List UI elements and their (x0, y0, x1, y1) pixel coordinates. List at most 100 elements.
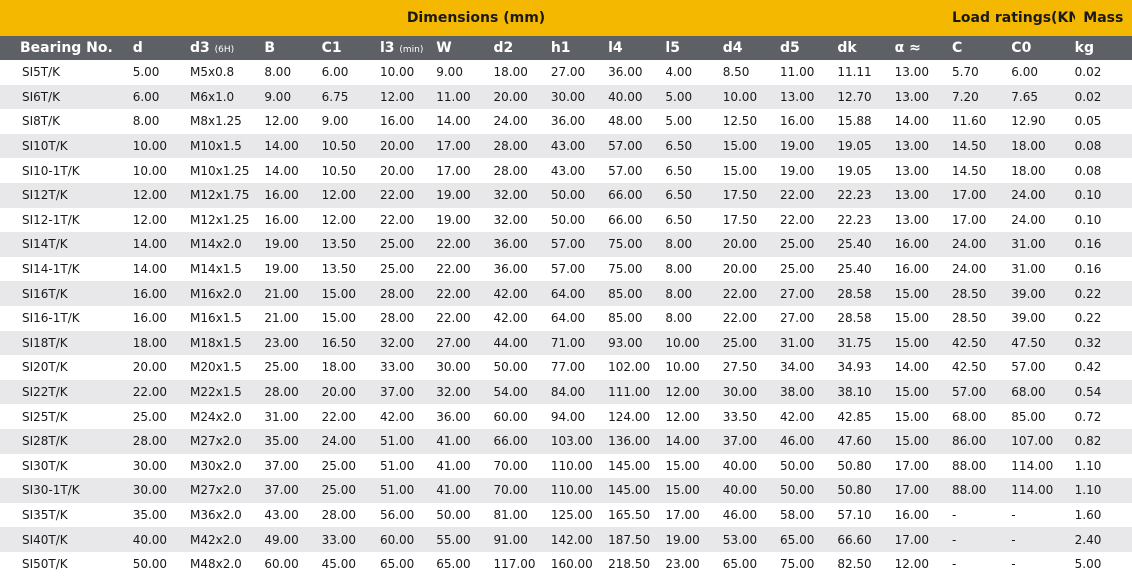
table-cell: 0.22 (1074, 281, 1132, 306)
column-header: l3 (min) (379, 36, 437, 60)
table-cell: 19.00 (436, 207, 494, 233)
table-cell: 6.50 (665, 207, 723, 233)
table-cell: 22.00 (321, 404, 380, 429)
table-cell: 75.00 (608, 232, 666, 257)
bearing-number-cell: SI12-1T/K (0, 207, 133, 233)
table-cell: 0.10 (1074, 182, 1132, 208)
table-cell: 12.00 (132, 182, 190, 208)
table-cell: 48.00 (608, 109, 666, 134)
table-cell: 50.00 (436, 502, 494, 528)
table-cell: 75.00 (608, 256, 666, 282)
table-cell: 11.00 (780, 60, 838, 85)
table-cell: 42.50 (952, 330, 1012, 356)
table-cell: 17.00 (894, 527, 952, 552)
table-cell: 6.00 (321, 60, 380, 85)
table-cell: 49.00 (264, 527, 322, 552)
bearing-number-cell: SI12T/K (0, 182, 133, 208)
table-cell: 0.02 (1074, 60, 1132, 85)
table-row: SI16T/K 16.00 M16x2.0 21.00 15.00 28.00 22.00 4… (0, 281, 1132, 306)
table-cell: 12.00 (264, 109, 322, 134)
table-cell: 25.00 (722, 330, 781, 356)
table-cell: 15.00 (894, 404, 952, 429)
column-header: W (436, 36, 494, 60)
table-cell: 10.00 (132, 133, 190, 159)
table-cell: 50.00 (132, 551, 190, 576)
table-cell: 38.10 (837, 379, 895, 405)
table-cell: 30.00 (550, 84, 609, 110)
table-row: SI16-1T/K 16.00 M16x1.5 21.00 15.00 28.00 22.0… (0, 305, 1132, 331)
bearing-number-cell: SI14-1T/K (0, 256, 133, 282)
table-cell: 142.00 (550, 527, 609, 552)
table-cell: 25.40 (837, 256, 895, 282)
table-cell: 47.60 (837, 428, 895, 454)
table-row: SI5T/K 5.00 M5x0.8 8.00 6.00 10.00 9.00 18.00 27… (0, 60, 1132, 85)
table-cell: 12.00 (132, 207, 190, 233)
table-cell: 85.00 (608, 281, 666, 306)
table-cell: 18.00 (321, 355, 380, 380)
table-cell: 6.75 (321, 84, 380, 110)
table-cell: 53.00 (722, 527, 781, 552)
table-cell: 110.00 (550, 453, 609, 479)
column-header: Bearing No. (0, 36, 133, 60)
table-cell: 17.00 (665, 502, 723, 528)
table-cell: 33.00 (321, 527, 380, 552)
table-cell: 11.60 (952, 109, 1012, 134)
table-cell: 22.00 (780, 207, 838, 233)
table-cell: 22.00 (436, 281, 494, 306)
table-cell: 31.00 (264, 404, 322, 429)
table-cell: M14x2.0 (189, 232, 265, 257)
table-cell: 11.00 (436, 84, 494, 110)
table-cell: 31.00 (780, 330, 838, 356)
table-cell: 27.00 (550, 60, 609, 85)
table-cell: 21.00 (264, 305, 322, 331)
table-cell: 43.00 (264, 502, 322, 528)
table-cell: 145.00 (608, 478, 666, 503)
table-cell: 16.00 (264, 182, 322, 208)
table-cell: 13.50 (321, 232, 380, 257)
table-cell: 19.00 (264, 256, 322, 282)
table-cell: 13.00 (780, 84, 838, 110)
table-cell: 57.10 (837, 502, 895, 528)
mass-header: Mass (1074, 0, 1132, 36)
table-cell: 55.00 (436, 527, 494, 552)
table-cell: 6.50 (665, 133, 723, 159)
table-cell: 34.00 (780, 355, 838, 380)
table-cell: 0.32 (1074, 330, 1132, 356)
table-row: SI22T/K 22.00 M22x1.5 28.00 20.00 37.00 32.00 5… (0, 379, 1132, 405)
table-cell: 136.00 (608, 428, 666, 454)
table-cell: 15.00 (894, 428, 952, 454)
table-cell: 22.00 (722, 281, 781, 306)
table-cell: 84.00 (550, 379, 609, 405)
table-cell: 17.50 (722, 182, 781, 208)
column-header-label: C (952, 40, 963, 56)
table-cell: 14.00 (894, 355, 952, 380)
table-row: SI14-1T/K 14.00 M14x1.5 19.00 13.50 25.00 22.0… (0, 256, 1132, 282)
table-cell: 12.00 (894, 551, 952, 576)
table-cell: 24.00 (493, 109, 551, 134)
table-cell: 65.00 (436, 551, 494, 576)
table-cell: 39.00 (1011, 305, 1075, 331)
table-cell: 39.00 (1011, 281, 1075, 306)
table-row: SI25T/K 25.00 M24x2.0 31.00 22.00 42.00 36.00 6… (0, 404, 1132, 429)
table-cell: 18.00 (132, 330, 190, 356)
table-cell: 28.58 (837, 281, 895, 306)
table-cell: 37.00 (264, 453, 322, 479)
table-cell: 19.00 (780, 133, 838, 159)
table-cell: 14.00 (436, 109, 494, 134)
table-cell: 33.50 (722, 404, 781, 429)
table-cell: 28.00 (132, 428, 190, 454)
table-cell: 60.00 (493, 404, 551, 429)
table-cell: 16.00 (894, 256, 952, 282)
table-cell: 8.50 (722, 60, 781, 85)
table-cell: 32.00 (493, 182, 551, 208)
table-cell: 27.00 (780, 305, 838, 331)
table-cell: 14.00 (264, 133, 322, 159)
table-cell: 5.00 (1074, 551, 1132, 576)
table-cell: 0.82 (1074, 428, 1132, 454)
table-cell: 15.00 (894, 379, 952, 405)
table-cell: 27.50 (722, 355, 781, 380)
table-cell: 22.23 (837, 207, 895, 233)
table-cell: 35.00 (264, 428, 322, 454)
